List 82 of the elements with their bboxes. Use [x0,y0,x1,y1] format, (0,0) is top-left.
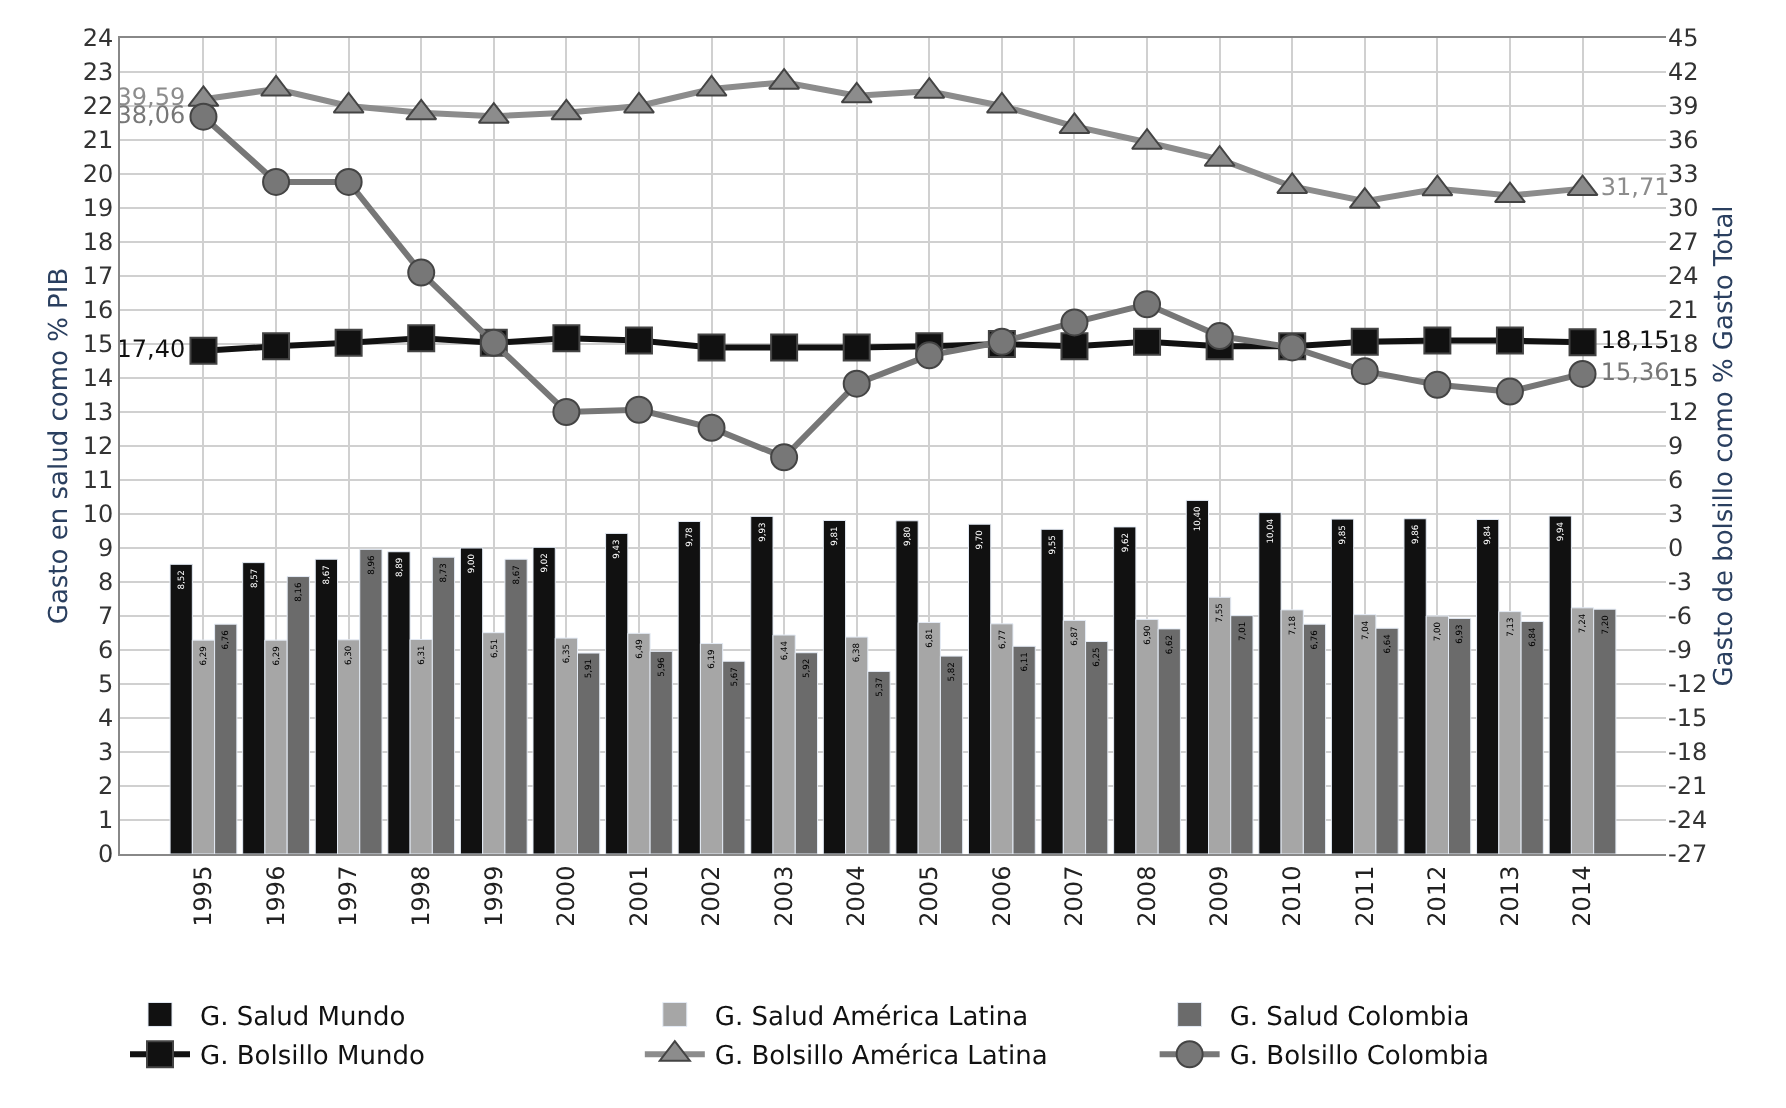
y2-tick-label: 30 [1668,194,1699,223]
y-axis-title: Gasto en salud como % PIB [44,267,75,625]
x-tick-label: 1996 [261,865,290,927]
y2-tick-label: 18 [1668,330,1699,359]
y2-tick-label: 24 [1668,262,1699,291]
x-tick-label: 2013 [1495,865,1524,927]
y2-tick-label: -18 [1668,738,1708,767]
y-tick-label: 1 [97,806,114,835]
y2-axis-title: Gasto de bolsillo como % Gasto Total [1710,205,1741,687]
y-tick-label: 9 [97,534,114,563]
x-tick-label: 2010 [1278,865,1306,927]
x-tick-label: 2011 [1350,865,1379,927]
x-tick-label: 1995 [189,865,218,927]
y2-tick-label: 3 [1668,500,1684,529]
x-tick-label: 2003 [769,865,798,927]
y-tick-label: 24 [82,24,114,53]
y2-tick-label: -3 [1668,568,1692,597]
x-tick-label: 1997 [334,865,363,927]
y2-tick-label: 39 [1668,92,1699,121]
data-label: 15,36 [1600,357,1670,386]
y2-tick-label: -12 [1668,670,1708,699]
y-tick-label: 7 [97,602,114,631]
y2-tick-label: -6 [1668,602,1692,631]
y2-tick-label: -27 [1668,840,1708,869]
y-tick-label: 0 [97,840,114,869]
y2-tick-label: -24 [1668,806,1708,835]
y2-tick-label: -9 [1668,636,1692,665]
y-tick-label: 15 [82,330,114,359]
legend-label: G. Salud Mundo [200,1002,406,1033]
y2-tick-label: 45 [1668,24,1699,53]
y2-tick-label: 15 [1668,364,1699,393]
y2-tick-label: 9 [1668,432,1684,461]
y-tick-label: 23 [82,58,114,87]
y-tick-label: 4 [97,704,114,733]
y2-tick-label: -21 [1668,772,1708,801]
y-tick-label: 19 [82,194,114,223]
data-label: 18,15 [1600,326,1670,355]
legend-label: G. Bolsillo Mundo [200,1042,425,1073]
legend-label: G. Bolsillo Colombia [1229,1042,1489,1073]
legend-label: G. Salud América Latina [714,1002,1029,1033]
y2-tick-label: 42 [1668,58,1699,87]
y-tick-label: 11 [82,466,114,495]
y-tick-label: 12 [82,432,114,461]
y-tick-label: 18 [82,228,114,257]
y-tick-label: 3 [97,738,114,767]
legend-label: G. Salud Colombia [1229,1002,1470,1033]
y2-tick-label: 21 [1668,296,1699,325]
y-tick-label: 14 [82,364,114,393]
y2-tick-label: -15 [1668,704,1708,733]
data-label: 17,40 [116,334,186,363]
y-tick-label: 20 [82,160,114,189]
y-tick-label: 21 [82,126,114,155]
x-tick-label: 2007 [1060,865,1089,927]
y2-tick-label: 27 [1668,228,1699,257]
y-tick-label: 10 [82,500,114,529]
x-tick-label: 2006 [987,865,1016,927]
y2-tick-label: 6 [1668,466,1684,495]
y-tick-label: 6 [97,636,114,665]
y2-tick-label: 12 [1668,398,1699,427]
x-tick-label: 1999 [479,865,508,927]
x-tick-label: 2000 [552,865,581,927]
x-tick-label: 2005 [915,865,944,927]
y-tick-label: 13 [82,398,114,427]
x-tick-label: 1998 [407,865,436,927]
y2-tick-label: 36 [1668,126,1699,155]
y-tick-label: 2 [97,772,114,801]
y-tick-label: 5 [97,670,114,699]
x-tick-label: 2004 [842,865,871,927]
x-tick-label: 2014 [1568,865,1597,927]
x-tick-label: 2001 [624,865,653,927]
y2-tick-label: 0 [1668,534,1684,563]
data-label: 31,71 [1600,172,1670,201]
x-tick-label: 2002 [697,865,726,927]
x-tick-label: 2008 [1132,865,1161,927]
x-tick-label: 2012 [1423,865,1452,927]
y-tick-label: 17 [82,262,114,291]
x-tick-label: 2009 [1205,865,1234,927]
y2-tick-label: 33 [1668,160,1699,189]
y-tick-label: 8 [97,568,114,597]
legend-label: G. Bolsillo América Latina [714,1042,1048,1073]
y-tick-label: 16 [82,296,114,325]
y-tick-label: 22 [82,92,114,121]
